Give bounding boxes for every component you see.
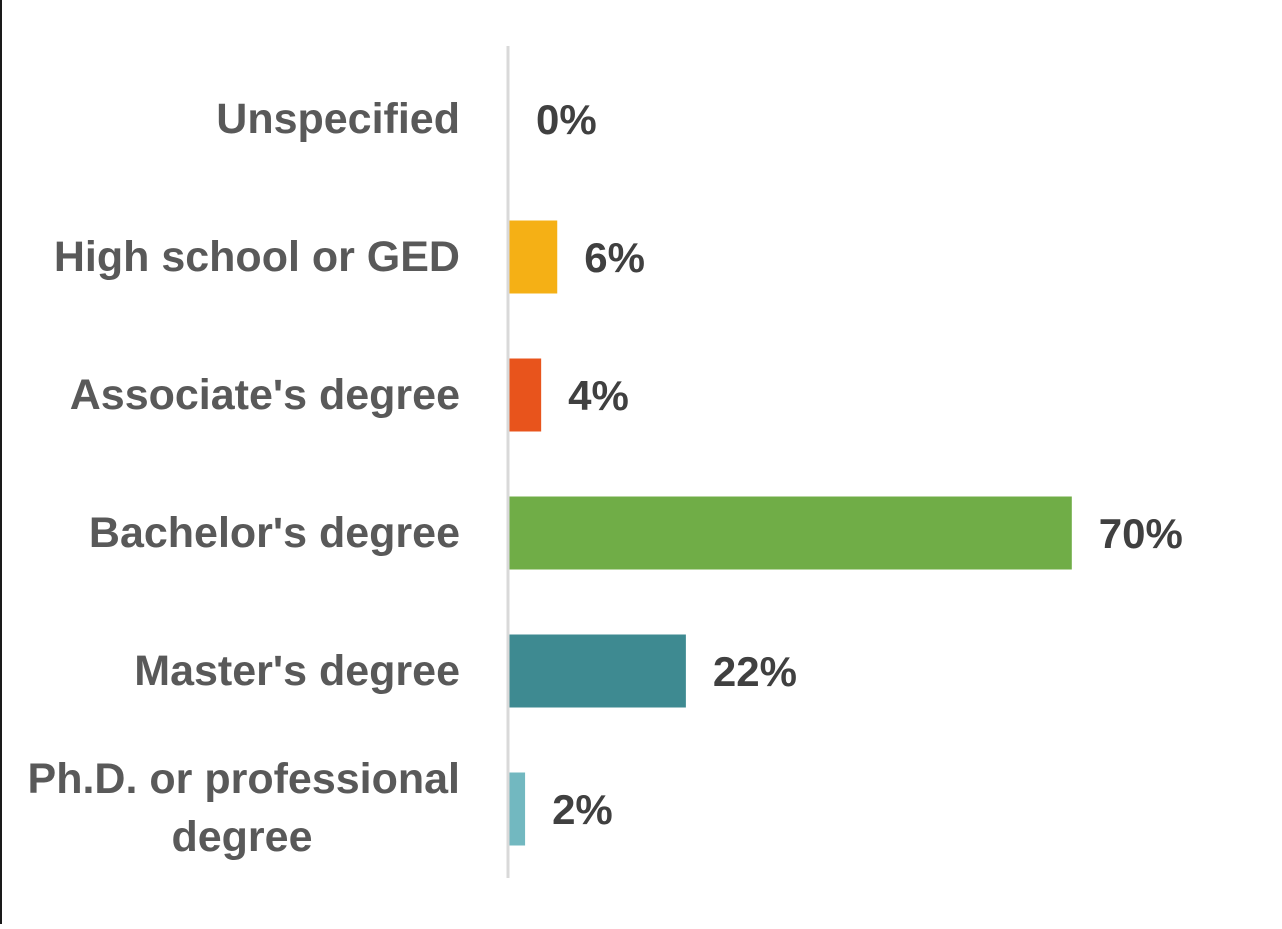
bar-high-school-or-ged (509, 220, 558, 294)
category-label-ph-d-or-professional-degree: Ph.D. or professional degree (28, 755, 460, 861)
bar-master-s-degree (509, 634, 686, 708)
bar-associate-s-degree (509, 358, 542, 432)
bars-group (509, 220, 1072, 846)
category-label-bachelor-s-degree: Bachelor's degree (89, 509, 460, 557)
data-label-ph-d-or-professional-degree: 2% (552, 786, 613, 833)
data-label-unspecified: 0% (536, 96, 597, 143)
category-label-master-s-degree: Master's degree (134, 647, 460, 695)
data-label-master-s-degree: 22% (713, 648, 797, 695)
category-label-unspecified: Unspecified (216, 95, 460, 143)
category-label-associate-s-degree: Associate's degree (70, 371, 460, 419)
bar-ph-d-or-professional-degree (509, 772, 526, 846)
labels-group: 0% Unspecified 6% High school or GED 4% Assoc… (28, 95, 1183, 861)
data-label-bachelor-s-degree: 70% (1099, 510, 1183, 557)
bar-bachelor-s-degree (509, 496, 1072, 570)
data-label-high-school-or-ged: 6% (584, 234, 645, 281)
data-label-associate-s-degree: 4% (568, 372, 629, 419)
category-label-high-school-or-ged: High school or GED (54, 233, 460, 281)
